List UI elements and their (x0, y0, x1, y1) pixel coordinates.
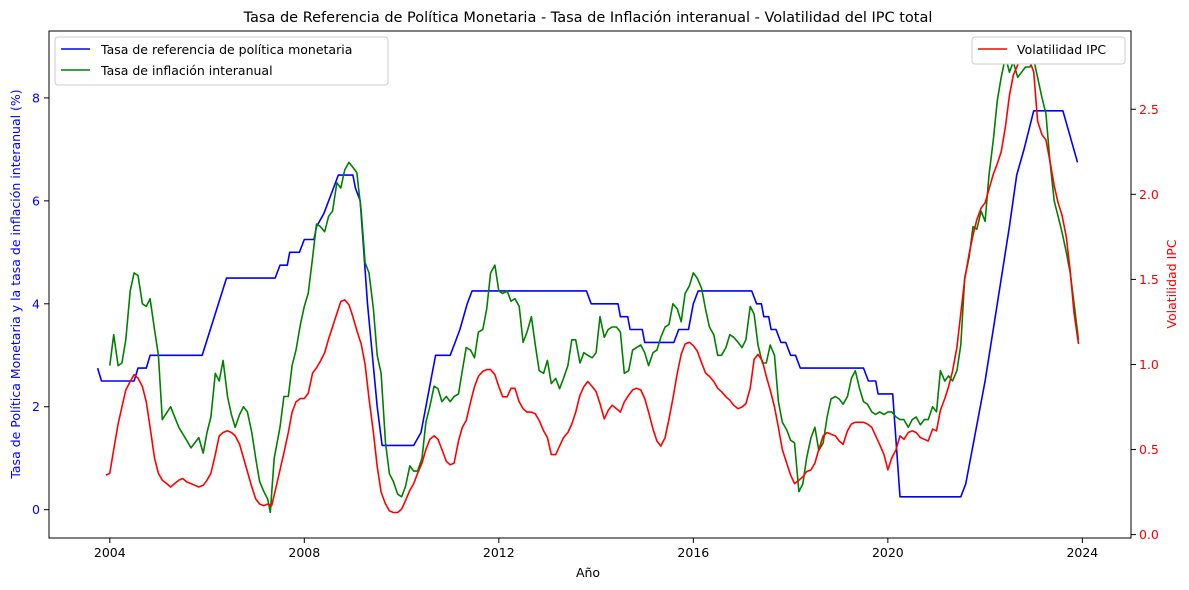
legend-right-box (971, 36, 1126, 65)
x-tick-label: 2008 (288, 545, 320, 560)
volatility-line (105, 52, 1080, 514)
y-axis-label-right: Volatilidad IPC (1164, 239, 1179, 328)
y-left-tick-label: 2 (32, 399, 40, 414)
chart-title: Tasa de Referencia de Política Monetaria… (243, 10, 933, 26)
ticks-layer: 2004 2008 2012 2016 2020 2024 0 2 4 6 8 0.0 0.5 1.0 1.… (32, 90, 1159, 560)
x-tick-label: 2012 (483, 545, 515, 560)
y-right-tick-label: 0.5 (1139, 442, 1159, 457)
series-layer (96, 52, 1080, 514)
y-right-tick-label: 2.0 (1139, 187, 1159, 202)
x-tick-label: 2024 (1066, 545, 1098, 560)
legend-volatility-label: Volatilidad IPC (1017, 42, 1106, 57)
y-right-tick-label: 2.5 (1139, 102, 1159, 117)
y-right-tick-label: 1.0 (1139, 357, 1159, 372)
legend-right: Volatilidad IPC (971, 36, 1126, 65)
y-left-tick-label: 4 (32, 296, 40, 311)
y-left-tick-label: 8 (32, 90, 40, 105)
legend-left: Tasa de referencia de política monetaria… (54, 36, 389, 86)
y-left-tick-label: 6 (32, 193, 40, 208)
y-right-tick-label: 0.0 (1139, 527, 1159, 542)
inflation-line (109, 55, 1080, 514)
policy-rate-line (96, 110, 1079, 498)
y-right-tick-label: 1.5 (1139, 272, 1159, 287)
x-tick-label: 2004 (94, 545, 126, 560)
y-left-tick-label: 0 (32, 502, 40, 517)
y-axis-label-left: Tasa de Política Monetaria y la tasa de … (8, 89, 23, 479)
legend-left-box (54, 36, 389, 86)
x-tick-label: 2016 (677, 545, 709, 560)
plot-frame (48, 30, 1132, 539)
legend-policy-label: Tasa de referencia de política monetaria (100, 42, 352, 57)
x-tick-label: 2020 (872, 545, 904, 560)
legend-inflation-label: Tasa de inflación interanual (100, 63, 273, 78)
x-axis-label: Año (576, 565, 600, 580)
